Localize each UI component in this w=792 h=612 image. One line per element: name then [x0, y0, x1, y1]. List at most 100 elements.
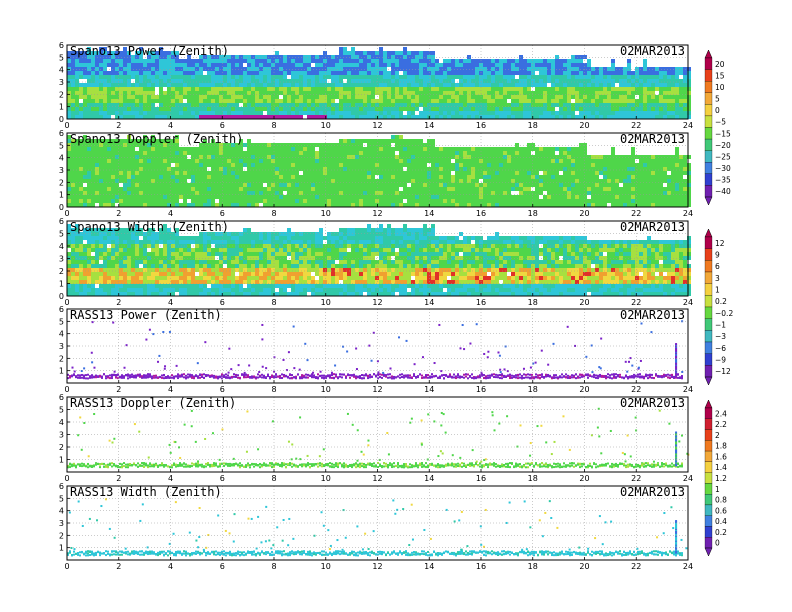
heat-cell: [107, 87, 111, 91]
heat-cell: [71, 79, 75, 83]
heat-cell: [247, 159, 251, 163]
heat-cell: [527, 143, 531, 147]
heat-cell: [383, 167, 387, 171]
heat-cell: [467, 179, 471, 183]
heat-cell: [403, 55, 407, 59]
heat-cell: [247, 199, 251, 203]
heat-cell: [379, 151, 383, 155]
heat-cell: [351, 91, 355, 95]
heat-cell: [307, 91, 311, 95]
heat-cell: [247, 203, 251, 207]
heat-cell: [419, 143, 423, 147]
heat-cell: [551, 179, 555, 183]
heat-cell: [611, 163, 615, 167]
heat-cell: [403, 155, 407, 159]
heat-cell: [687, 79, 691, 83]
heat-cell: [655, 103, 659, 107]
heat-cell: [139, 171, 143, 175]
heat-cell: [347, 143, 351, 147]
heat-cell: [519, 171, 523, 175]
heat-cell: [223, 175, 227, 179]
heat-cell: [127, 187, 131, 191]
heat-cell: [535, 147, 539, 151]
heat-cell: [567, 203, 571, 207]
heat-cell: [211, 115, 215, 119]
heat-cell: [515, 199, 519, 203]
heat-cell: [491, 79, 495, 83]
heat-cell: [315, 175, 319, 179]
heat-cell: [471, 79, 475, 83]
heat-cell: [127, 167, 131, 171]
heat-cell: [171, 55, 175, 59]
heat-cell: [151, 99, 155, 103]
heat-cell: [171, 71, 175, 75]
heat-cell: [135, 63, 139, 67]
heat-cell: [415, 67, 419, 71]
heat-cell: [623, 175, 627, 179]
heat-cell: [571, 199, 575, 203]
heat-cell: [611, 195, 615, 199]
heat-cell: [167, 55, 171, 59]
heat-cell: [607, 191, 611, 195]
heat-cell: [207, 95, 211, 99]
heat-cell: [563, 71, 567, 75]
heat-cell: [379, 107, 383, 111]
heat-cell: [191, 111, 195, 115]
heat-cell: [427, 199, 431, 203]
heat-cell: [271, 159, 275, 163]
heat-cell: [687, 183, 691, 187]
x-tick-label: 6: [220, 121, 225, 130]
heat-cell: [415, 183, 419, 187]
heat-cell: [123, 63, 127, 67]
heat-cell: [499, 199, 503, 203]
heat-cell: [419, 179, 423, 183]
heat-cell: [499, 99, 503, 103]
heat-cell: [647, 199, 651, 203]
heat-cell: [299, 91, 303, 95]
heat-cell: [159, 143, 163, 147]
heat-cell: [319, 59, 323, 63]
heat-cell: [203, 59, 207, 63]
heat-cell: [283, 147, 287, 151]
heat-cell: [159, 167, 163, 171]
heat-cell: [255, 59, 259, 63]
heat-cell: [551, 203, 555, 207]
heat-cell: [683, 203, 687, 207]
heat-cell: [551, 199, 555, 203]
heat-cell: [71, 284, 75, 288]
heat-cell: [171, 179, 175, 183]
heat-cell: [471, 179, 475, 183]
heat-cell: [687, 71, 691, 75]
heat-cell: [307, 171, 311, 175]
heat-cell: [271, 151, 275, 155]
heat-cell: [263, 103, 267, 107]
heat-cell: [471, 171, 475, 175]
heat-cell: [87, 79, 91, 83]
heat-cell: [191, 99, 195, 103]
heat-cell: [367, 95, 371, 99]
heat-cell: [395, 75, 399, 79]
heat-cell: [71, 240, 75, 244]
heat-cell: [515, 163, 519, 167]
heat-cell: [255, 111, 259, 115]
heat-cell: [383, 111, 387, 115]
heat-cell: [67, 183, 71, 187]
heat-cell: [323, 55, 327, 59]
heat-cell: [287, 179, 291, 183]
heat-cell: [215, 87, 219, 91]
heat-cell: [375, 83, 379, 87]
heat-cell: [207, 59, 211, 63]
heat-cell: [607, 167, 611, 171]
heat-cell: [463, 171, 467, 175]
heat-cell: [311, 75, 315, 79]
heat-cell: [271, 75, 275, 79]
heat-cell: [231, 59, 235, 63]
heat-cell: [291, 147, 295, 151]
heat-cell: [587, 115, 591, 119]
heat-cell: [507, 63, 511, 67]
heat-cell: [255, 103, 259, 107]
heat-cell: [495, 163, 499, 167]
heat-cell: [307, 183, 311, 187]
heat-cell: [507, 87, 511, 91]
heat-cell: [407, 95, 411, 99]
